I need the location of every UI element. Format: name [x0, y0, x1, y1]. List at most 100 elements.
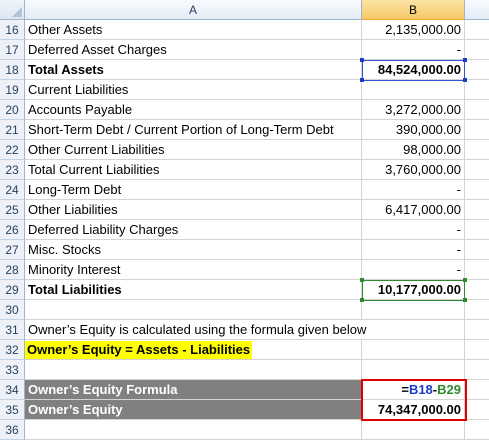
cell-empty[interactable] — [465, 100, 489, 120]
row-header[interactable]: 35 — [0, 400, 25, 420]
row-header[interactable]: 32 — [0, 340, 25, 360]
selection-handle[interactable] — [360, 298, 364, 302]
cell-label[interactable]: Misc. Stocks — [25, 240, 362, 260]
row-header[interactable]: 17 — [0, 40, 25, 60]
cell-empty[interactable] — [465, 40, 489, 60]
cell-value[interactable]: - — [362, 240, 465, 260]
cell-label[interactable]: Other Current Liabilities — [25, 140, 362, 160]
column-header-a[interactable]: A — [25, 0, 362, 20]
cell-empty[interactable] — [465, 180, 489, 200]
cell-label[interactable]: Short-Term Debt / Current Portion of Lon… — [25, 120, 362, 140]
row-header[interactable]: 27 — [0, 240, 25, 260]
row-header[interactable]: 33 — [0, 360, 25, 380]
cell-label[interactable]: Other Liabilities — [25, 200, 362, 220]
sheet-row: 27 Misc. Stocks - — [0, 240, 489, 260]
row-header[interactable]: 21 — [0, 120, 25, 140]
sheet-row: 26 Deferred Liability Charges - — [0, 220, 489, 240]
cell-label[interactable]: Current Liabilities — [25, 80, 362, 100]
selection-handle[interactable] — [360, 278, 364, 282]
cell-label-note[interactable]: Owner’s Equity is calculated using the f… — [25, 320, 366, 340]
cell-value[interactable]: - — [362, 220, 465, 240]
cell-empty[interactable] — [465, 60, 489, 80]
row-header[interactable]: 30 — [0, 300, 25, 320]
cell-formula[interactable]: =B18-B29 — [362, 380, 465, 400]
cell-value[interactable] — [362, 320, 465, 340]
selection-handle[interactable] — [463, 78, 467, 82]
selection-handle[interactable] — [463, 298, 467, 302]
row-header[interactable]: 22 — [0, 140, 25, 160]
cell-label[interactable]: Other Assets — [25, 20, 362, 40]
cell-empty[interactable] — [465, 360, 489, 380]
cell-label-equation[interactable]: Owner’s Equity = Assets - Liabilities — [25, 340, 362, 360]
cell-value[interactable]: 3,272,000.00 — [362, 100, 465, 120]
cell-label[interactable] — [25, 360, 362, 380]
row-header[interactable]: 23 — [0, 160, 25, 180]
row-header[interactable]: 34 — [0, 380, 25, 400]
cell-value[interactable]: - — [362, 260, 465, 280]
row-header[interactable]: 29 — [0, 280, 25, 300]
row-header[interactable]: 16 — [0, 20, 25, 40]
cell-value[interactable]: 6,417,000.00 — [362, 200, 465, 220]
cell-empty[interactable] — [465, 240, 489, 260]
cell-empty[interactable] — [465, 20, 489, 40]
cell-label[interactable]: Total Current Liabilities — [25, 160, 362, 180]
cell-value[interactable] — [362, 420, 465, 440]
cell-empty[interactable] — [465, 340, 489, 360]
cell-empty[interactable] — [465, 380, 489, 400]
cell-empty[interactable] — [465, 400, 489, 420]
cell-empty[interactable] — [465, 320, 489, 340]
row-header[interactable]: 18 — [0, 60, 25, 80]
cell-label[interactable]: Total Assets — [25, 60, 362, 80]
cell-value[interactable]: 390,000.00 — [362, 120, 465, 140]
row-header[interactable]: 36 — [0, 420, 25, 440]
row-header[interactable]: 26 — [0, 220, 25, 240]
column-header-c[interactable] — [465, 0, 489, 20]
row-header[interactable]: 20 — [0, 100, 25, 120]
cell-label[interactable]: Minority Interest — [25, 260, 362, 280]
cell-value[interactable]: - — [362, 40, 465, 60]
cell-empty[interactable] — [465, 300, 489, 320]
row-header[interactable]: 31 — [0, 320, 25, 340]
cell-label-owners-equity[interactable]: Owner’s Equity — [25, 400, 362, 420]
row-header[interactable]: 25 — [0, 200, 25, 220]
cell-empty[interactable] — [465, 80, 489, 100]
cell-value[interactable]: 98,000.00 — [362, 140, 465, 160]
cell-empty[interactable] — [465, 280, 489, 300]
cell-value[interactable] — [362, 80, 465, 100]
cell-label[interactable]: Accounts Payable — [25, 100, 362, 120]
cell-value[interactable]: - — [362, 180, 465, 200]
column-header-b[interactable]: B — [362, 0, 465, 20]
cell-value-total-liabilities[interactable]: 10,177,000.00 — [362, 280, 465, 300]
sheet-row: 20 Accounts Payable 3,272,000.00 — [0, 100, 489, 120]
cell-label[interactable] — [25, 300, 362, 320]
selection-handle[interactable] — [360, 78, 364, 82]
cell-empty[interactable] — [465, 200, 489, 220]
cell-empty[interactable] — [465, 420, 489, 440]
row-header[interactable]: 19 — [0, 80, 25, 100]
cell-empty[interactable] — [465, 220, 489, 240]
cell-empty[interactable] — [465, 140, 489, 160]
cell-label[interactable]: Deferred Liability Charges — [25, 220, 362, 240]
cell-label[interactable]: Deferred Asset Charges — [25, 40, 362, 60]
cell-value[interactable]: 3,760,000.00 — [362, 160, 465, 180]
cell-value[interactable] — [362, 300, 465, 320]
cell-value-owners-equity[interactable]: 74,347,000.00 — [362, 400, 465, 420]
selection-handle[interactable] — [463, 278, 467, 282]
cell-label[interactable]: Long-Term Debt — [25, 180, 362, 200]
cell-empty[interactable] — [465, 120, 489, 140]
formula-ref-b18: B18 — [408, 382, 433, 397]
cell-label[interactable]: Total Liabilities — [25, 280, 362, 300]
cell-empty[interactable] — [465, 160, 489, 180]
cell-value[interactable] — [362, 340, 465, 360]
row-header[interactable]: 24 — [0, 180, 25, 200]
cell-value-total-assets[interactable]: 84,524,000.00 — [362, 60, 465, 80]
cell-value[interactable]: 2,135,000.00 — [362, 20, 465, 40]
row-header[interactable]: 28 — [0, 260, 25, 280]
select-all-corner[interactable] — [0, 0, 25, 20]
selection-handle[interactable] — [463, 58, 467, 62]
cell-label-formula[interactable]: Owner’s Equity Formula — [25, 380, 362, 400]
cell-empty[interactable] — [465, 260, 489, 280]
cell-value[interactable] — [362, 360, 465, 380]
cell-label[interactable] — [25, 420, 362, 440]
selection-handle[interactable] — [360, 58, 364, 62]
